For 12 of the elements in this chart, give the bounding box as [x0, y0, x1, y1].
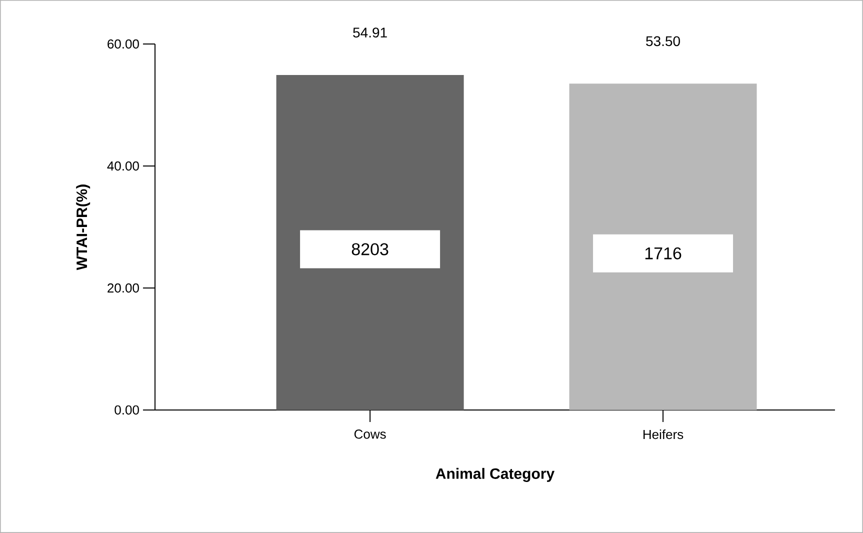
annotation: 1716	[645, 247, 682, 260]
annotation: 8203	[352, 243, 388, 256]
x-axis-title: Animal Category	[436, 468, 555, 482]
x-tick-label: Cows	[354, 430, 386, 439]
y-tick-label: 0.00	[114, 405, 139, 415]
y-tick-label: 40.00	[107, 161, 139, 171]
y-tick-label: 20.00	[108, 283, 139, 293]
data-label: 53.50	[646, 36, 680, 46]
data-label: 54.91	[353, 28, 387, 38]
y-axis-title: WTAI-PR(%)	[76, 184, 90, 270]
x-tick-label: Heifers	[644, 430, 684, 440]
y-tick-label: 60.00	[108, 39, 139, 49]
